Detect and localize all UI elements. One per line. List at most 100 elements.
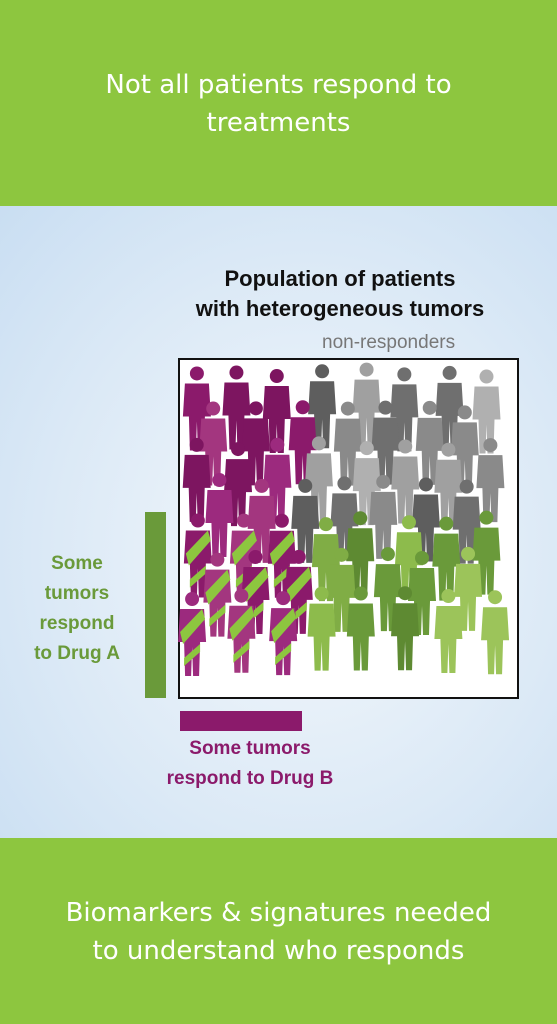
- person-head: [479, 369, 494, 384]
- person-head: [398, 586, 413, 601]
- person-body: [291, 495, 320, 563]
- person-head: [314, 586, 329, 601]
- person-head: [236, 513, 251, 528]
- person-head: [398, 439, 413, 454]
- person-head: [248, 549, 263, 564]
- person: [269, 591, 298, 676]
- person-head: [189, 366, 204, 381]
- person-sash: [205, 569, 231, 605]
- person-head: [231, 442, 246, 457]
- person-sash: [233, 640, 250, 663]
- person: [481, 590, 510, 675]
- person-head: [376, 474, 391, 489]
- person-head: [276, 591, 291, 606]
- person-head: [298, 478, 313, 493]
- person-head: [190, 513, 205, 528]
- diagram: Population of patients with heterogeneou…: [0, 206, 557, 838]
- person-head: [229, 365, 244, 380]
- person-head: [422, 400, 437, 415]
- footer-line: to understand who responds: [92, 936, 465, 966]
- person-sash: [180, 609, 206, 645]
- person: [307, 586, 336, 671]
- title-line: with heterogeneous tumors: [195, 296, 485, 321]
- person-head: [185, 592, 200, 607]
- person-sash: [209, 604, 226, 627]
- person-head: [340, 401, 355, 416]
- person-head: [415, 550, 430, 565]
- footer: Biomarkers & signatures needed to unders…: [0, 838, 557, 1024]
- person-head: [315, 364, 330, 379]
- person: [369, 474, 398, 559]
- person-body: [391, 456, 420, 524]
- label-line: respond to Drug B: [166, 768, 334, 789]
- person-body: [369, 491, 398, 559]
- non-responders-label: non-responders: [322, 332, 456, 353]
- person-head: [359, 362, 374, 377]
- person-head: [397, 367, 412, 382]
- header-line: Not all patients respond to: [105, 70, 452, 100]
- label-line: to Drug A: [34, 643, 120, 664]
- person-head: [274, 513, 289, 528]
- person: [182, 437, 211, 522]
- person-head: [380, 547, 395, 562]
- person-sash: [243, 566, 269, 602]
- person-head: [457, 405, 472, 420]
- person-head: [295, 400, 310, 415]
- person-head: [189, 437, 204, 452]
- person-head: [378, 400, 393, 415]
- person-head: [442, 365, 457, 380]
- drug-b-bar: [180, 711, 302, 731]
- person-head: [269, 369, 284, 384]
- person-sash: [273, 565, 290, 588]
- person: [262, 369, 291, 454]
- person: [227, 588, 256, 673]
- person-head: [353, 586, 368, 601]
- person: [346, 586, 375, 671]
- drug-b-label: Some tumors respond to Drug B: [130, 734, 370, 794]
- population-figure: [145, 358, 519, 731]
- person-head: [254, 478, 269, 493]
- person-head: [353, 511, 368, 526]
- person: [178, 592, 207, 677]
- person-body: [481, 607, 510, 675]
- label-line: Some: [51, 553, 103, 574]
- person-sash: [229, 605, 255, 641]
- person: [291, 478, 320, 563]
- person: [476, 438, 505, 523]
- person: [432, 516, 461, 601]
- drug-a-bar: [145, 512, 166, 698]
- person: [391, 586, 420, 671]
- person-head: [248, 401, 263, 416]
- title-line: Population of patients: [224, 266, 456, 291]
- person-head: [311, 436, 326, 451]
- person-sash: [275, 643, 292, 666]
- person-head: [441, 442, 456, 457]
- person-head: [291, 549, 306, 564]
- label-line: tumors: [44, 583, 110, 604]
- person-head: [234, 588, 249, 603]
- person-sash: [271, 608, 297, 644]
- person: [205, 473, 234, 558]
- person-sash: [189, 565, 206, 588]
- person-body: [432, 533, 461, 601]
- person-sash: [286, 566, 312, 602]
- person-head: [461, 546, 476, 561]
- person-body: [472, 386, 501, 454]
- person-head: [401, 515, 416, 530]
- header: Not all patients respond to treatments: [0, 0, 557, 206]
- label-line: respond: [39, 613, 115, 634]
- person-head: [479, 510, 494, 525]
- person-head: [439, 516, 454, 531]
- person-body: [346, 603, 375, 671]
- people: [178, 362, 510, 677]
- person-body: [182, 454, 211, 522]
- person-head: [441, 589, 456, 604]
- person-head: [459, 479, 474, 494]
- diagram-title: Population of patients with heterogeneou…: [140, 264, 540, 324]
- person-body: [262, 386, 291, 454]
- label-line: Some tumors: [189, 738, 311, 759]
- person-head: [270, 437, 285, 452]
- person-body: [434, 606, 463, 674]
- person-body: [476, 455, 505, 523]
- person-body: [205, 490, 234, 558]
